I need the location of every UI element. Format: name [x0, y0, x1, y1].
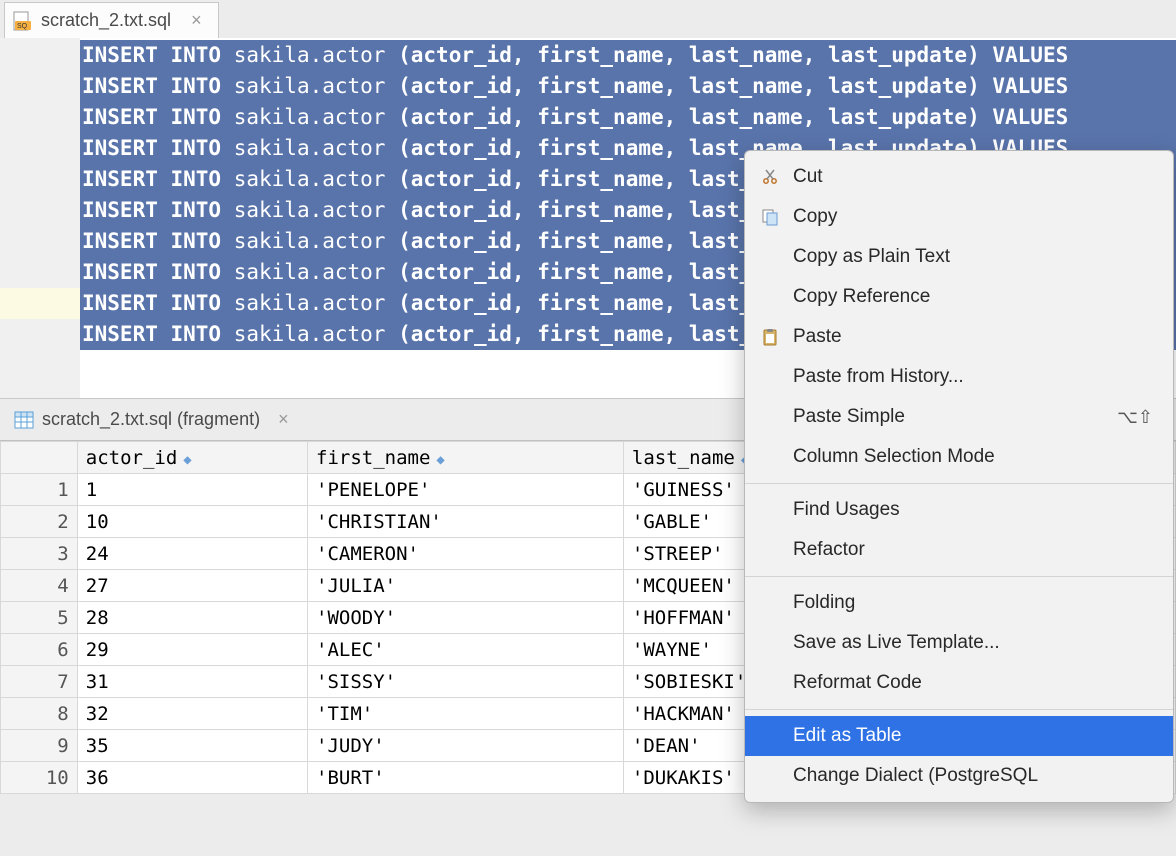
- menu-item[interactable]: Find Usages: [745, 490, 1173, 530]
- menu-item-label: Folding: [793, 592, 1153, 614]
- cell[interactable]: 'WOODY': [308, 602, 624, 634]
- menu-item[interactable]: Save as Live Template...: [745, 623, 1173, 663]
- svg-text:SQ: SQ: [17, 23, 28, 30]
- cell[interactable]: 28: [77, 602, 307, 634]
- menu-item-shortcut: ⌥⇧: [1117, 407, 1153, 428]
- menu-item[interactable]: Copy Reference: [745, 277, 1173, 317]
- cell[interactable]: 24: [77, 538, 307, 570]
- menu-item[interactable]: Cut: [745, 157, 1173, 197]
- menu-item-label: Paste from History...: [793, 366, 1153, 388]
- cell[interactable]: 32: [77, 698, 307, 730]
- cell[interactable]: 'TIM': [308, 698, 624, 730]
- blank-icon: [759, 539, 781, 561]
- editor-tab-label: scratch_2.txt.sql: [41, 10, 171, 31]
- menu-item-label: Paste Simple: [793, 406, 1105, 428]
- menu-item-label: Change Dialect (PostgreSQL: [793, 765, 1153, 787]
- menu-item[interactable]: Folding: [745, 583, 1173, 623]
- row-number: 3: [1, 538, 78, 570]
- menu-separator: [745, 483, 1173, 484]
- blank-icon: [759, 366, 781, 388]
- blank-icon: [759, 592, 781, 614]
- fragment-tab[interactable]: scratch_2.txt.sql (fragment) ×: [6, 399, 303, 441]
- menu-item[interactable]: Paste: [745, 317, 1173, 357]
- blank-icon: [759, 286, 781, 308]
- menu-item[interactable]: Paste from History...: [745, 357, 1173, 397]
- column-header[interactable]: first_name◆: [308, 442, 624, 474]
- cell[interactable]: 31: [77, 666, 307, 698]
- menu-item-label: Column Selection Mode: [793, 446, 1153, 468]
- menu-item-label: Copy as Plain Text: [793, 246, 1153, 268]
- copy-icon: [759, 206, 781, 228]
- editor-gutter: [0, 38, 80, 398]
- blank-icon: [759, 765, 781, 787]
- menu-separator: [745, 576, 1173, 577]
- menu-item[interactable]: Column Selection Mode: [745, 437, 1173, 477]
- cell[interactable]: 1: [77, 474, 307, 506]
- code-line[interactable]: INSERT INTO sakila.actor (actor_id, firs…: [80, 40, 1176, 71]
- close-icon[interactable]: ×: [191, 10, 202, 31]
- cell[interactable]: 35: [77, 730, 307, 762]
- code-line[interactable]: INSERT INTO sakila.actor (actor_id, firs…: [80, 71, 1176, 102]
- row-number: 2: [1, 506, 78, 538]
- paste-icon: [759, 326, 781, 348]
- row-number: 5: [1, 602, 78, 634]
- cell[interactable]: 'CHRISTIAN': [308, 506, 624, 538]
- cell[interactable]: 'JULIA': [308, 570, 624, 602]
- menu-item[interactable]: Refactor: [745, 530, 1173, 570]
- fragment-tab-label: scratch_2.txt.sql (fragment): [42, 409, 260, 430]
- menu-item[interactable]: Copy: [745, 197, 1173, 237]
- cell[interactable]: 'ALEC': [308, 634, 624, 666]
- row-number: 7: [1, 666, 78, 698]
- blank-icon: [759, 499, 781, 521]
- row-number: 10: [1, 762, 78, 794]
- row-number: 9: [1, 730, 78, 762]
- blank-icon: [759, 246, 781, 268]
- editor-tab[interactable]: SQ scratch_2.txt.sql ×: [4, 2, 219, 38]
- cell[interactable]: 'CAMERON': [308, 538, 624, 570]
- blank-icon: [759, 632, 781, 654]
- sql-file-icon: SQ: [13, 11, 33, 31]
- cell[interactable]: 29: [77, 634, 307, 666]
- context-menu[interactable]: Cut Copy Copy as Plain Text Copy Reference P…: [744, 150, 1174, 803]
- blank-icon: [759, 725, 781, 747]
- close-icon[interactable]: ×: [278, 409, 289, 430]
- menu-item-label: Copy Reference: [793, 286, 1153, 308]
- menu-separator: [745, 709, 1173, 710]
- blank-icon: [759, 446, 781, 468]
- code-line[interactable]: INSERT INTO sakila.actor (actor_id, firs…: [80, 102, 1176, 133]
- row-number: 8: [1, 698, 78, 730]
- cell[interactable]: 'JUDY': [308, 730, 624, 762]
- menu-item-label: Cut: [793, 166, 1153, 188]
- grid-corner: [1, 442, 78, 474]
- menu-item-label: Save as Live Template...: [793, 632, 1153, 654]
- menu-item[interactable]: Copy as Plain Text: [745, 237, 1173, 277]
- cell[interactable]: 'BURT': [308, 762, 624, 794]
- menu-item-label: Paste: [793, 326, 1153, 348]
- cell[interactable]: 'SISSY': [308, 666, 624, 698]
- column-header[interactable]: actor_id◆: [77, 442, 307, 474]
- table-icon: [14, 410, 34, 430]
- cut-icon: [759, 166, 781, 188]
- menu-item-label: Edit as Table: [793, 725, 1153, 747]
- menu-item[interactable]: Change Dialect (PostgreSQL: [745, 756, 1173, 796]
- menu-item-label: Copy: [793, 206, 1153, 228]
- row-number: 4: [1, 570, 78, 602]
- cell[interactable]: 'PENELOPE': [308, 474, 624, 506]
- blank-icon: [759, 672, 781, 694]
- menu-item-label: Reformat Code: [793, 672, 1153, 694]
- menu-item[interactable]: Reformat Code: [745, 663, 1173, 703]
- menu-item-label: Refactor: [793, 539, 1153, 561]
- cell[interactable]: 36: [77, 762, 307, 794]
- menu-item[interactable]: Edit as Table: [745, 716, 1173, 756]
- cell[interactable]: 10: [77, 506, 307, 538]
- editor-tab-bar: SQ scratch_2.txt.sql ×: [0, 0, 1176, 38]
- blank-icon: [759, 406, 781, 428]
- row-number: 6: [1, 634, 78, 666]
- cell[interactable]: 27: [77, 570, 307, 602]
- caret-row-highlight: [0, 288, 80, 319]
- menu-item-label: Find Usages: [793, 499, 1153, 521]
- row-number: 1: [1, 474, 78, 506]
- menu-item[interactable]: Paste Simple ⌥⇧: [745, 397, 1173, 437]
